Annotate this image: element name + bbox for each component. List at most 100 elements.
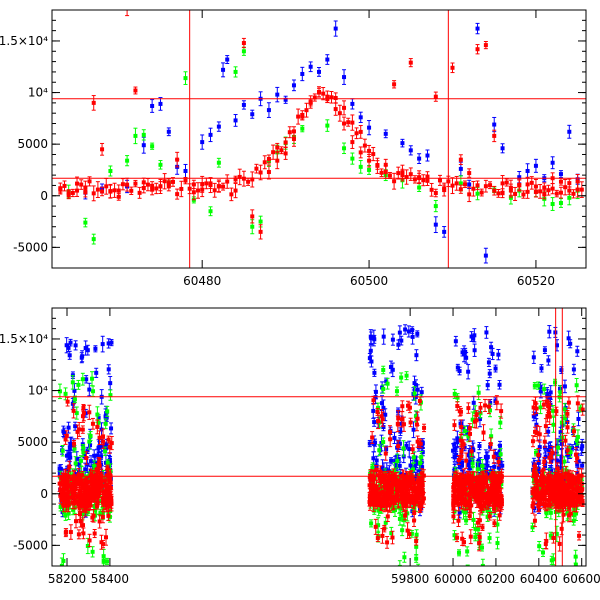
red-point (107, 440, 112, 454)
blue-point (150, 99, 155, 113)
y-tick-label: 5000 (17, 137, 48, 151)
red-point (233, 175, 238, 183)
red-point (371, 146, 376, 162)
red-point (483, 40, 488, 50)
green-point (105, 405, 110, 417)
red-point (456, 484, 461, 502)
y-tick-label: 0 (40, 487, 48, 501)
green-point (573, 556, 578, 566)
red-point (381, 492, 386, 508)
green-point (553, 378, 558, 387)
blue-point (417, 153, 422, 164)
red-point (92, 528, 97, 539)
red-point (162, 173, 167, 190)
green-point (574, 377, 579, 393)
blue-point (525, 163, 530, 179)
red-point (458, 434, 463, 447)
y-tick-label: 10⁴ (28, 384, 48, 398)
red-point (557, 536, 562, 552)
red-point (375, 534, 380, 543)
red-point (258, 164, 263, 181)
red-point (531, 465, 536, 479)
red-point (83, 185, 88, 198)
red-point (472, 415, 477, 429)
blue-point (419, 386, 424, 398)
red-point (407, 529, 412, 539)
red-point (385, 510, 390, 523)
red-point (574, 498, 579, 513)
red-point (400, 477, 405, 488)
red-point (410, 444, 415, 455)
red-point (87, 404, 92, 420)
red-point (95, 419, 100, 435)
green-point (101, 548, 106, 565)
blue-point (403, 324, 408, 335)
red-point (271, 144, 276, 160)
red-point (291, 126, 296, 137)
red-point (567, 469, 572, 486)
red-point (262, 155, 267, 170)
red-point (387, 425, 392, 440)
red-point (379, 168, 384, 178)
green-point (465, 546, 470, 557)
red-point (466, 402, 471, 414)
red-point (385, 536, 390, 549)
green-point (376, 517, 381, 534)
red-point (532, 514, 537, 528)
blue-point (73, 340, 78, 351)
red-point (452, 419, 457, 431)
blue-point (317, 67, 321, 77)
green-point (476, 385, 481, 401)
red-point (565, 486, 570, 503)
red-point (175, 151, 180, 168)
red-point (408, 417, 413, 428)
blue-point (415, 330, 420, 338)
blue-point (208, 127, 213, 143)
red-point (84, 451, 89, 465)
red-point (254, 163, 259, 174)
green-point (397, 560, 402, 566)
green-point (537, 541, 542, 552)
red-point (481, 424, 486, 441)
blue-point (469, 331, 474, 342)
green-point (457, 549, 462, 557)
green-point (395, 453, 400, 469)
red-point (468, 529, 473, 545)
green-point (470, 411, 475, 428)
red-point (537, 426, 542, 443)
red-point (362, 138, 367, 153)
red-point (91, 95, 96, 111)
red-point (80, 495, 85, 507)
red-point (404, 169, 409, 185)
red-point (405, 472, 410, 486)
red-point (549, 484, 554, 501)
red-point (483, 398, 488, 412)
red-point (530, 435, 535, 448)
red-point (534, 483, 539, 501)
red-point (492, 519, 497, 528)
green-point (541, 548, 546, 557)
blue-point (106, 338, 111, 349)
green-point (551, 553, 556, 566)
red-point (480, 471, 485, 484)
red-point (433, 188, 438, 198)
green-point (455, 596, 459, 600)
red-point (494, 490, 499, 498)
red-point (200, 175, 205, 193)
red-point (450, 62, 455, 74)
red-point (221, 182, 226, 191)
blue-point (358, 111, 363, 123)
green-point (473, 532, 478, 542)
red-point (390, 530, 395, 545)
red-point (175, 188, 180, 200)
red-point (558, 186, 563, 199)
blue-point (221, 62, 226, 78)
red-point (411, 496, 416, 505)
green-point (133, 127, 138, 145)
blue-point (100, 335, 105, 353)
red-point (79, 179, 84, 190)
red-point (166, 180, 171, 192)
blue-point (566, 330, 571, 346)
red-point (575, 452, 580, 464)
red-point (387, 171, 392, 180)
